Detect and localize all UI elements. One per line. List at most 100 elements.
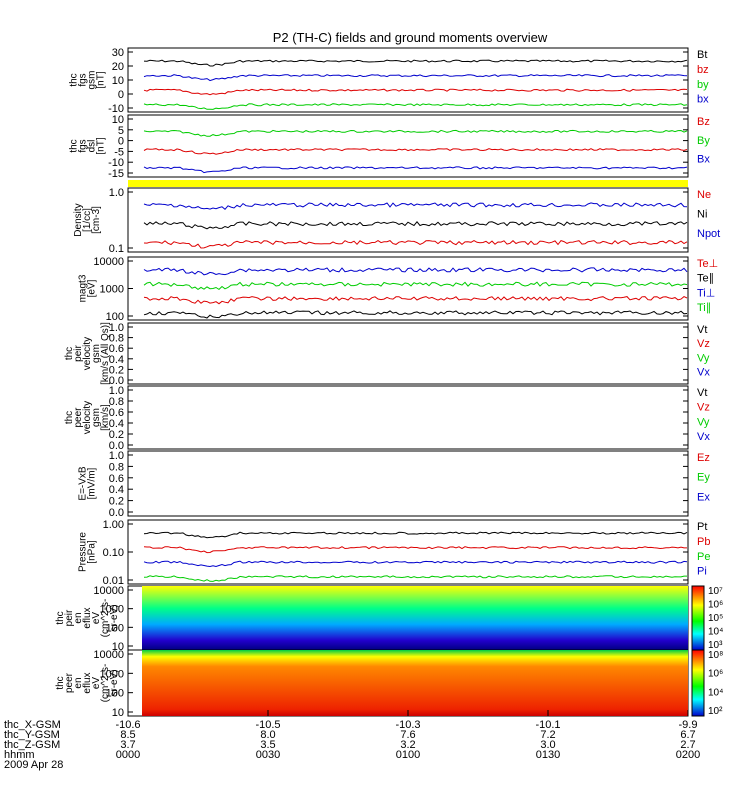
y-tick-label: -10 xyxy=(108,103,124,115)
colorbar xyxy=(691,585,705,651)
series-line-blue xyxy=(143,74,688,82)
x-tick-label-y: 7.6 xyxy=(400,729,415,741)
legend-entry: By xyxy=(697,135,710,147)
colorbar-label: 10³ xyxy=(708,640,723,651)
panel-pressure: 1.00 0.10 0.01 Pressure[nPa] Pt Pb Pe Pi xyxy=(78,519,711,587)
panel-peer-velocity: 1.00.80.60.40.20.0 thcpeervelocitygsm[km/… xyxy=(64,385,710,452)
legend-entry: Pt xyxy=(697,521,707,533)
panel-peir-velocity: 1.00.80.60.40.20.0thcpeirvelocitygsm[km/… xyxy=(64,322,710,387)
panel-temperature: 10000 1000 100 magt3[eV] Te⊥ Te∥ Ti⊥ Ti∥ xyxy=(78,256,719,323)
legend-entry: Vz xyxy=(697,402,710,414)
spectrogram-image xyxy=(142,650,688,716)
series-line-blue xyxy=(143,166,688,174)
y-tick-label: 0.8 xyxy=(109,333,124,345)
legend-entry: Ni xyxy=(697,208,707,220)
x-row-label: thc_Z-GSM xyxy=(4,739,60,751)
y-axis-label-line: thc xyxy=(69,139,80,152)
y-tick-label: 0 xyxy=(118,136,124,148)
y-axis-label-line: eflux xyxy=(82,672,93,693)
y-tick-label: 100 xyxy=(106,622,124,634)
panel-frame xyxy=(127,187,689,253)
y-tick-label: 0.6 xyxy=(109,407,124,419)
y-axis-label-line: (cm^2-s- xyxy=(100,664,111,703)
y-tick-label: 0.2 xyxy=(109,364,124,376)
x-tick-label-hhmm: 0200 xyxy=(676,749,700,761)
y-axis-label-line: thc xyxy=(55,611,66,624)
y-axis-label-line: velocity xyxy=(82,337,93,370)
colorbar-label: 10⁶ xyxy=(708,600,723,611)
legend-entry: Vy xyxy=(697,416,710,428)
y-axis-label-line: (cm^2-s- xyxy=(100,599,111,638)
y-axis-label: Pressure[nPa] xyxy=(78,532,98,572)
y-axis-label-line: [1/cc] xyxy=(82,208,93,232)
y-tick-label: 0.6 xyxy=(109,343,124,355)
legend-entry: Ey xyxy=(697,472,710,484)
y-axis-label-line: [cm-3] xyxy=(91,206,102,234)
y-axis-label-line: dsl xyxy=(87,140,98,153)
series-line-blue xyxy=(143,267,688,276)
x-tick-label-y: 7.2 xyxy=(540,729,555,741)
colorbar-label: 10⁴ xyxy=(708,627,723,638)
x-tick-label-x: -10.6 xyxy=(115,719,140,731)
y-axis-label-line: [nT] xyxy=(96,137,107,154)
x-tick-label-z: 2.7 xyxy=(680,739,695,751)
legend-entry: Bz xyxy=(697,116,710,128)
y-axis-label-line: peir xyxy=(64,609,75,626)
legend-entry: Ne xyxy=(697,189,711,201)
legend-entry: Ex xyxy=(697,491,710,503)
y-tick-label: 1.0 xyxy=(109,187,124,199)
y-axis-label: thcpeirvelocitygsm[km/s (All Qs)] xyxy=(64,322,111,385)
series-line-black xyxy=(143,310,688,319)
y-axis-label-line: gsm xyxy=(91,408,102,427)
colorbar-label: 10⁷ xyxy=(708,586,723,597)
panel-fgs-gsm: 30 20 10 0 -10 thcfgsgsm[nT] Bt bz by bx xyxy=(69,47,710,115)
panel-efield: 1.00.80.60.40.20.0 E=-VxB[mV/m] Ez Ey Ex xyxy=(78,450,711,519)
x-tick-label-y: 8.0 xyxy=(260,729,275,741)
x-tick-label-x: -10.1 xyxy=(535,719,560,731)
y-axis-label: thcpeirenefluxeV(cm^2-s-sr-eV) xyxy=(55,599,120,638)
legend-entry: by xyxy=(697,79,709,91)
y-axis-label: magt3[eV] xyxy=(78,274,98,302)
y-tick-label: -5 xyxy=(114,146,124,158)
y-tick-label: 0.01 xyxy=(103,575,124,587)
y-tick-label: 1.0 xyxy=(109,450,124,462)
y-axis-label-line: Pressure xyxy=(78,532,89,572)
y-axis-label-line: thc xyxy=(69,73,80,86)
series-line-green xyxy=(143,575,687,582)
series-line-red xyxy=(143,296,688,305)
series-line-black xyxy=(143,221,688,230)
x-tick-label-z: 3.0 xyxy=(540,739,555,751)
colorbar-label: 10² xyxy=(708,706,723,717)
y-tick-label: 5 xyxy=(118,125,124,137)
y-axis-label-line: eV xyxy=(91,677,102,690)
y-axis-label-line: gsm xyxy=(87,71,98,90)
y-tick-label: 0.8 xyxy=(109,461,124,473)
series-line-blue xyxy=(143,560,688,568)
y-axis-label-line: thc xyxy=(55,676,66,689)
y-tick-label: 100 xyxy=(106,688,124,700)
y-axis-label-line: en xyxy=(73,612,84,623)
panel-peir-spec: 10000 1000 100 10 thcpeirenefluxeV(cm^2-s-sr… xyxy=(55,585,723,653)
y-tick-label: 20 xyxy=(112,61,124,73)
legend-entry: Vt xyxy=(697,387,707,399)
legend-entry: Ti∥ xyxy=(697,302,711,314)
series-line-green xyxy=(143,281,688,291)
series-line-red xyxy=(143,546,687,554)
y-axis-label-line: peir xyxy=(73,344,84,361)
y-tick-label: 0 xyxy=(118,89,124,101)
y-axis-label-line: [nPa] xyxy=(87,540,98,564)
y-axis-label-line: peer xyxy=(73,407,84,428)
y-tick-label: 0.10 xyxy=(103,547,124,559)
legend-entry: Te⊥ xyxy=(697,258,718,270)
y-axis-label-line: peer xyxy=(64,672,75,693)
panel-frame xyxy=(127,322,689,385)
x-row-label: thc_Y-GSM xyxy=(4,729,60,741)
legend-entry: Bt xyxy=(697,49,707,61)
y-axis-label: thcfgsdsl[nT] xyxy=(69,137,107,154)
y-tick-label: 30 xyxy=(112,47,124,59)
y-tick-label: 1000 xyxy=(100,604,124,616)
x-tick-label-z: 3.5 xyxy=(260,739,275,751)
y-tick-label: 10 xyxy=(112,707,124,719)
y-axis-label-line: E=-VxB xyxy=(78,466,89,501)
y-axis-label-line: magt3 xyxy=(78,274,89,302)
